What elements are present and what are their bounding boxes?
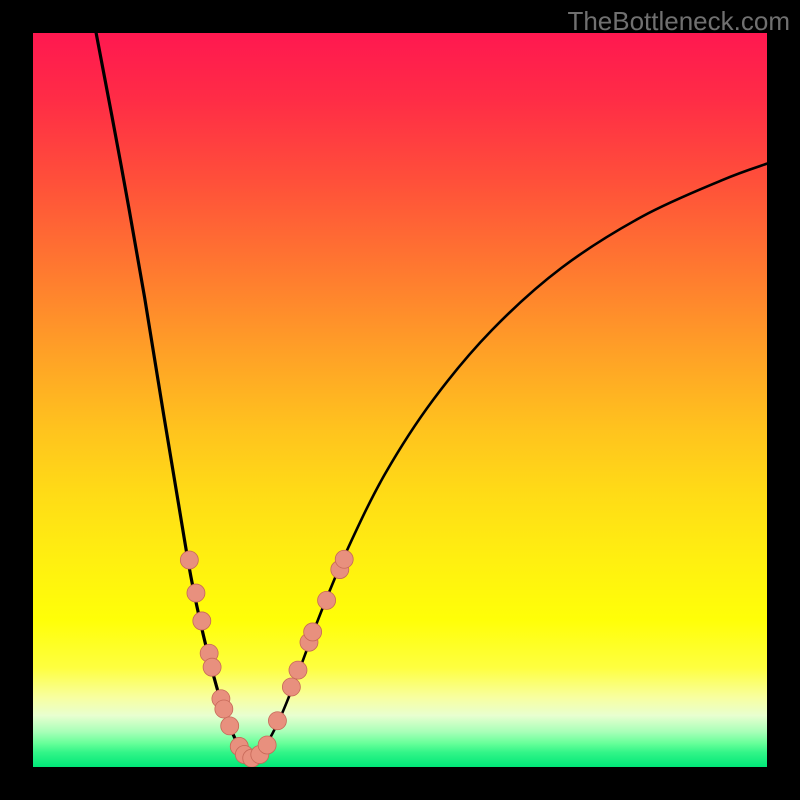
data-dot: [318, 591, 336, 609]
plot-area: [33, 33, 767, 767]
curves-layer: [33, 33, 767, 767]
v-curve-left: [96, 33, 252, 760]
data-dot: [268, 712, 286, 730]
data-dot: [203, 658, 221, 676]
data-dot: [289, 661, 307, 679]
data-dots: [180, 550, 353, 767]
data-dot: [215, 700, 233, 718]
v-curve-right: [252, 164, 767, 760]
data-dot: [221, 717, 239, 735]
data-dot: [258, 736, 276, 754]
data-dot: [193, 612, 211, 630]
data-dot: [335, 550, 353, 568]
data-dot: [187, 584, 205, 602]
data-dot: [282, 678, 300, 696]
data-dot: [304, 623, 322, 641]
data-dot: [180, 551, 198, 569]
chart-frame: TheBottleneck.com: [0, 0, 800, 800]
